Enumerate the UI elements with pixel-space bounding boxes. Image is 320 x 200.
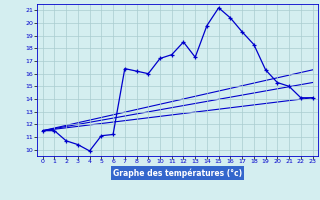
X-axis label: Graphe des températures (°c): Graphe des températures (°c) (113, 169, 242, 178)
